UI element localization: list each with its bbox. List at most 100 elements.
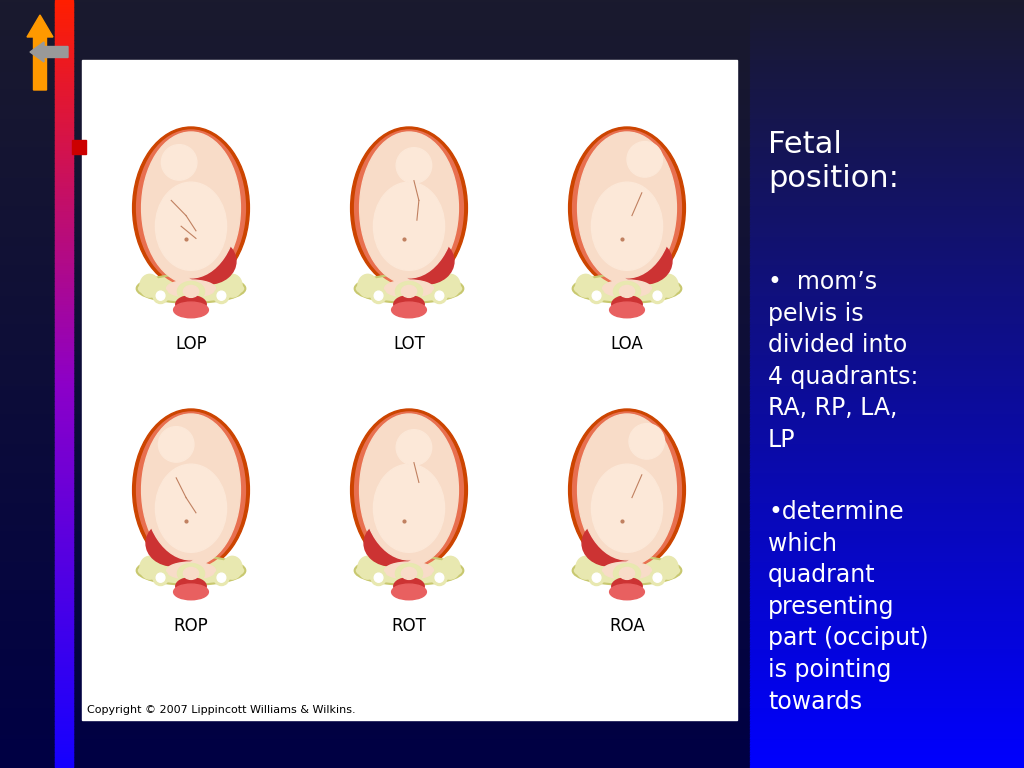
Bar: [750, 105, 1024, 108]
Bar: [750, 359, 1024, 362]
Bar: [0, 128, 750, 131]
Bar: [0, 41, 750, 45]
Ellipse shape: [153, 570, 168, 585]
Bar: [0, 246, 750, 250]
Bar: [55, 128, 73, 131]
Bar: [750, 292, 1024, 296]
Bar: [55, 612, 73, 615]
Bar: [750, 259, 1024, 262]
Bar: [55, 678, 73, 682]
Bar: [0, 184, 750, 188]
Bar: [55, 376, 73, 380]
Bar: [0, 136, 750, 139]
Bar: [0, 714, 750, 718]
Bar: [750, 422, 1024, 426]
Ellipse shape: [144, 138, 238, 278]
Bar: [750, 207, 1024, 211]
Bar: [0, 271, 750, 275]
Bar: [0, 555, 750, 559]
Circle shape: [162, 144, 197, 180]
Bar: [750, 348, 1024, 352]
Bar: [0, 261, 750, 265]
Bar: [750, 13, 1024, 16]
Ellipse shape: [653, 573, 662, 582]
Bar: [55, 305, 73, 308]
Bar: [55, 747, 73, 751]
Bar: [55, 202, 73, 206]
Bar: [750, 144, 1024, 147]
Bar: [750, 432, 1024, 436]
Ellipse shape: [385, 280, 433, 297]
Bar: [0, 87, 750, 91]
Bar: [55, 574, 73, 577]
Bar: [750, 676, 1024, 680]
Bar: [55, 745, 73, 749]
Bar: [750, 217, 1024, 221]
Bar: [750, 171, 1024, 175]
Bar: [750, 635, 1024, 638]
Ellipse shape: [140, 274, 160, 297]
Bar: [0, 581, 750, 584]
Ellipse shape: [354, 556, 463, 584]
Bar: [0, 528, 750, 531]
Bar: [55, 290, 73, 293]
Bar: [750, 451, 1024, 454]
Bar: [55, 266, 73, 270]
Bar: [750, 732, 1024, 736]
Bar: [0, 509, 750, 513]
Bar: [750, 340, 1024, 344]
Bar: [750, 578, 1024, 582]
Bar: [0, 154, 750, 157]
Ellipse shape: [578, 132, 677, 284]
Ellipse shape: [156, 182, 226, 270]
Bar: [0, 747, 750, 751]
Bar: [0, 64, 750, 68]
Bar: [750, 722, 1024, 726]
Bar: [750, 5, 1024, 8]
Ellipse shape: [141, 132, 241, 284]
Bar: [750, 627, 1024, 631]
Bar: [55, 384, 73, 388]
Bar: [0, 67, 750, 70]
Bar: [750, 233, 1024, 237]
Bar: [0, 645, 750, 649]
Bar: [55, 624, 73, 628]
Ellipse shape: [440, 556, 460, 579]
Bar: [750, 520, 1024, 523]
Bar: [750, 397, 1024, 400]
Bar: [750, 553, 1024, 557]
Ellipse shape: [157, 573, 165, 582]
Ellipse shape: [613, 564, 641, 584]
Bar: [0, 320, 750, 323]
Ellipse shape: [177, 564, 205, 584]
Bar: [0, 520, 750, 523]
Bar: [55, 476, 73, 480]
Bar: [0, 110, 750, 114]
Bar: [55, 405, 73, 408]
Bar: [55, 233, 73, 237]
Bar: [0, 724, 750, 728]
Bar: [0, 300, 750, 303]
Bar: [0, 415, 750, 419]
Bar: [0, 282, 750, 285]
Bar: [750, 704, 1024, 707]
Bar: [750, 236, 1024, 239]
Bar: [55, 115, 73, 119]
Bar: [0, 46, 750, 50]
Bar: [0, 443, 750, 446]
Bar: [0, 755, 750, 759]
Bar: [0, 59, 750, 62]
Bar: [750, 320, 1024, 323]
Bar: [750, 727, 1024, 730]
Bar: [0, 77, 750, 81]
Bar: [750, 448, 1024, 452]
Bar: [0, 121, 750, 124]
Bar: [55, 210, 73, 214]
Bar: [55, 402, 73, 406]
Bar: [750, 71, 1024, 75]
Bar: [0, 448, 750, 452]
Bar: [0, 328, 750, 331]
Ellipse shape: [435, 573, 443, 582]
Bar: [55, 187, 73, 190]
Bar: [55, 494, 73, 498]
